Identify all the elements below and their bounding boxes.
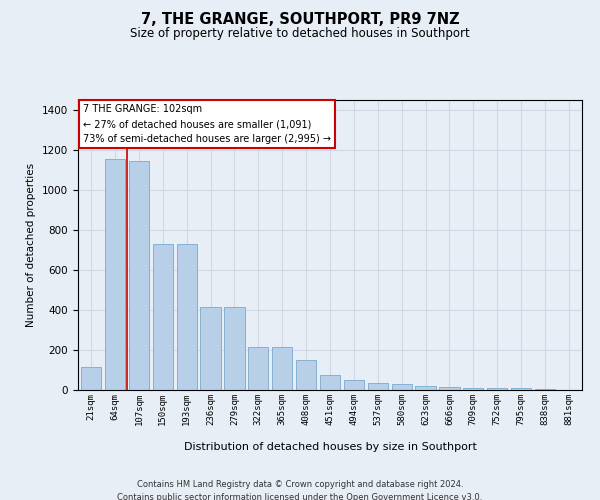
Bar	[248, 347, 268, 390]
Bar	[439, 387, 460, 390]
Bar	[415, 386, 436, 390]
Text: Size of property relative to detached houses in Southport: Size of property relative to detached ho…	[130, 28, 470, 40]
Bar	[368, 383, 388, 390]
Text: Distribution of detached houses by size in Southport: Distribution of detached houses by size …	[184, 442, 476, 452]
Bar	[511, 388, 531, 390]
Bar	[392, 384, 412, 390]
Bar	[129, 161, 149, 390]
Bar	[344, 380, 364, 390]
Bar	[224, 307, 245, 390]
Text: 7 THE GRANGE: 102sqm
← 27% of detached houses are smaller (1,091)
73% of semi-de: 7 THE GRANGE: 102sqm ← 27% of detached h…	[83, 104, 331, 144]
Bar	[200, 307, 221, 390]
Bar	[463, 388, 484, 390]
Bar	[272, 347, 292, 390]
Bar	[296, 360, 316, 390]
Bar	[487, 388, 508, 390]
Bar	[152, 244, 173, 390]
Bar	[320, 375, 340, 390]
Bar	[535, 389, 555, 390]
Bar	[81, 367, 101, 390]
Text: 7, THE GRANGE, SOUTHPORT, PR9 7NZ: 7, THE GRANGE, SOUTHPORT, PR9 7NZ	[140, 12, 460, 28]
Bar	[105, 159, 125, 390]
Bar	[176, 244, 197, 390]
Text: Contains HM Land Registry data © Crown copyright and database right 2024.
Contai: Contains HM Land Registry data © Crown c…	[118, 480, 482, 500]
Y-axis label: Number of detached properties: Number of detached properties	[26, 163, 37, 327]
